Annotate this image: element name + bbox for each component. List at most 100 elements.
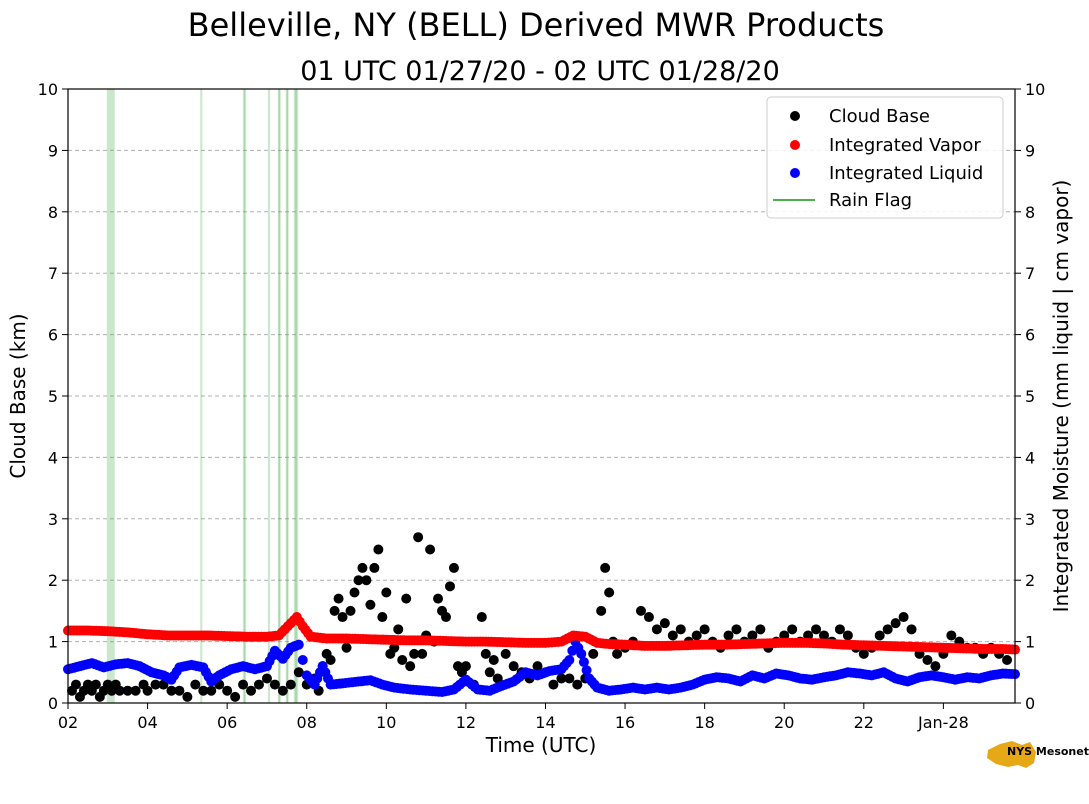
y-tick-label: 8: [48, 203, 58, 222]
cloud-base-point: [353, 575, 364, 586]
cloud-base-point: [600, 562, 611, 573]
legend-marker-integrated-vapor: [790, 140, 800, 150]
grid-lines: [68, 149, 1015, 643]
cloud-base-point: [803, 630, 814, 641]
x-tick-label: 16: [615, 713, 635, 732]
cloud-base-point: [480, 648, 491, 659]
y-tick-label: 3: [48, 510, 58, 529]
integrated-liquid-point: [564, 655, 575, 666]
cloud-base-point: [409, 648, 420, 659]
new-york-state-icon: [987, 741, 1036, 768]
x-tick-label: 02: [58, 713, 78, 732]
cloud-base-point: [397, 655, 408, 666]
cloud-base-point: [874, 630, 885, 641]
y-tick-label: 10: [38, 80, 58, 99]
cloud-base-point: [492, 673, 503, 684]
cloud-base-point: [635, 605, 646, 616]
cloud-base-point: [731, 624, 742, 635]
legend-marker-integrated-liquid: [790, 168, 800, 178]
cloud-base-point: [206, 685, 217, 696]
y-tick-label: 5: [48, 387, 58, 406]
cloud-base-point: [413, 532, 424, 543]
cloud-base-point: [596, 605, 607, 616]
cloud-base-point: [946, 630, 957, 641]
y2-tick-label: 4: [1025, 448, 1035, 467]
cloud-base-point: [425, 544, 436, 555]
cloud-base-point: [882, 624, 893, 635]
cloud-base-point: [238, 679, 249, 690]
legend: Cloud Base Integrated Vapor Integrated L…: [766, 96, 1004, 219]
cloud-base-point: [488, 655, 499, 666]
y-tick-label: 6: [48, 326, 58, 345]
cloud-base-point: [723, 630, 734, 641]
cloud-base-point: [253, 679, 264, 690]
y2-tick-label: 5: [1025, 387, 1035, 406]
x-tick-label: 06: [217, 713, 237, 732]
cloud-base-point: [277, 685, 288, 696]
cloud-base-point: [337, 612, 348, 623]
cloud-base-point: [369, 562, 380, 573]
integrated-liquid-point: [576, 648, 587, 659]
cloud-base-point: [564, 673, 575, 684]
y-tick-label: 7: [48, 264, 58, 283]
cloud-base-point: [377, 612, 388, 623]
cloud-base-point: [484, 667, 495, 678]
cloud-base-point: [90, 679, 101, 690]
rain-flag-lines: [106, 89, 299, 703]
cloud-base-point: [393, 624, 404, 635]
cloud-base-point: [532, 661, 543, 672]
cloud-base-point: [675, 624, 686, 635]
cloud-base-point: [842, 630, 853, 641]
cloud-base-point: [114, 685, 125, 696]
cloud-base-point: [381, 587, 392, 598]
cloud-base-point: [476, 612, 487, 623]
y2-axis-label: Integrated Moisture (mm liquid | cm vapo…: [1049, 180, 1073, 613]
cloud-base-point: [150, 679, 161, 690]
cloud-base-point: [373, 544, 384, 555]
y-tick-label: 9: [48, 141, 58, 160]
cloud-base-point: [651, 624, 662, 635]
cloud-base-point: [122, 685, 133, 696]
x-tick-label: 10: [376, 713, 396, 732]
cloud-base-point: [460, 661, 471, 672]
logo-text: NYS Mesonet: [1007, 745, 1089, 758]
y2-tick-label: 10: [1025, 80, 1045, 99]
x-tick-label: 14: [535, 713, 555, 732]
x-axis-ticks: 02 04 06 08 10 12 14 16 18 20 22 Jan-28: [58, 703, 969, 732]
cloud-base-point: [898, 612, 909, 623]
cloud-base-point: [659, 618, 670, 629]
cloud-base-point: [441, 612, 452, 623]
integrated-liquid-point: [293, 639, 304, 650]
cloud-base-point: [182, 691, 193, 702]
cloud-base-point: [349, 587, 360, 598]
integrated-vapor-series: [63, 612, 1020, 655]
integrated-liquid-point: [297, 655, 308, 666]
integrated-liquid-series: [63, 636, 1020, 697]
y2-tick-label: 3: [1025, 510, 1035, 529]
cloud-base-point: [604, 587, 615, 598]
y2-tick-label: 2: [1025, 571, 1035, 590]
y2-tick-label: 0: [1025, 694, 1035, 713]
cloud-base-point: [293, 667, 304, 678]
cloud-base-point: [433, 593, 444, 604]
x-axis-label: Time (UTC): [485, 733, 597, 757]
cloud-base-point: [643, 612, 654, 623]
cloud-base-point: [448, 562, 459, 573]
cloud-base-point: [345, 605, 356, 616]
cloud-base-point: [325, 655, 336, 666]
y2-tick-label: 9: [1025, 141, 1035, 160]
legend-label-rain-flag: Rain Flag: [829, 190, 912, 211]
nys-mesonet-logo: NYS Mesonet: [987, 741, 1089, 768]
cloud-base-point: [222, 685, 233, 696]
x-tick-label: 18: [694, 713, 714, 732]
cloud-base-point: [401, 593, 412, 604]
x-tick-label: Jan-28: [917, 713, 969, 732]
y2-tick-label: 6: [1025, 326, 1035, 345]
cloud-base-point: [906, 624, 917, 635]
cloud-base-point: [230, 691, 241, 702]
x-tick-label: 04: [137, 713, 157, 732]
cloud-base-point: [858, 648, 869, 659]
cloud-base-point: [198, 685, 209, 696]
y-axis-left-ticks: 0 1 2 3 4 5 6 7 8 9 10: [38, 80, 68, 713]
